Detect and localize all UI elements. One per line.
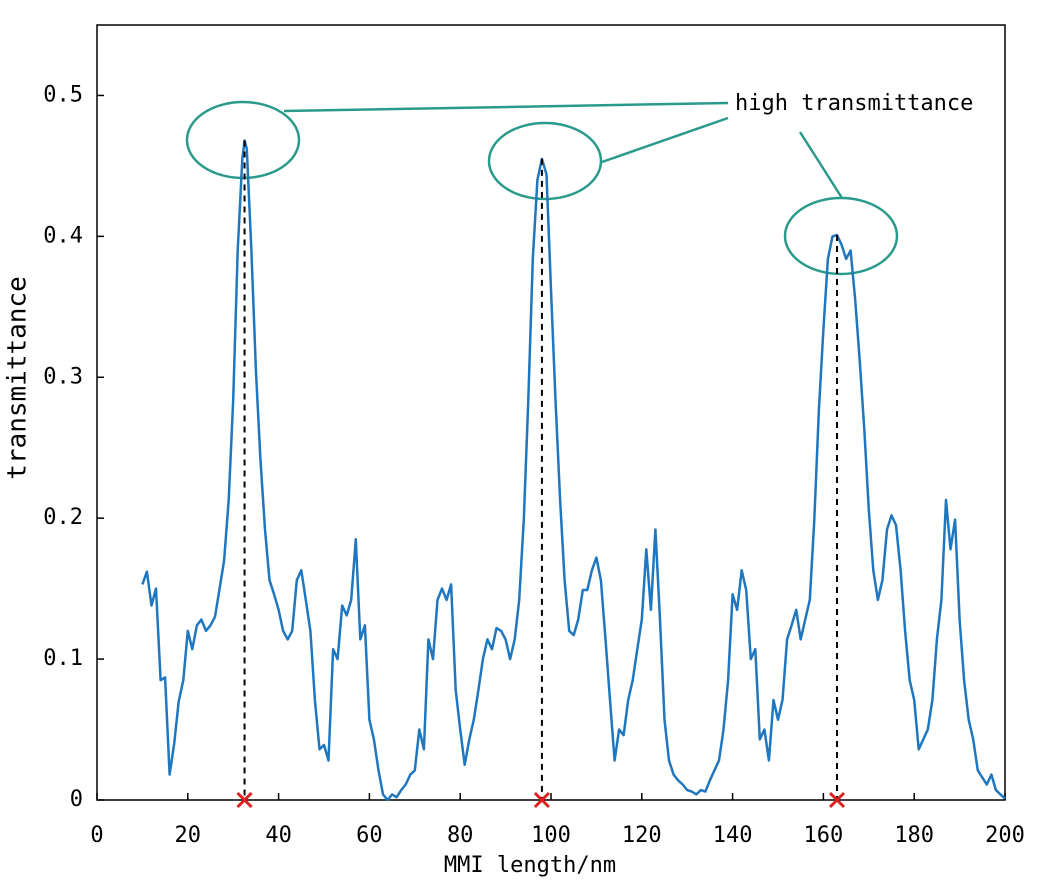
data-line — [141, 139, 1006, 802]
y-tick-label: 0.3 — [43, 364, 83, 389]
x-tick-label: 20 — [175, 823, 202, 848]
peak-marker — [828, 791, 846, 809]
x-tick-label: 200 — [985, 823, 1025, 848]
x-tick-label: 0 — [90, 823, 103, 848]
peak-marker — [533, 791, 550, 809]
y-tick-label: 0.4 — [43, 223, 83, 248]
leader-line — [283, 101, 729, 113]
y-tick-label: 0.5 — [43, 82, 83, 107]
x-axis-label: MMI length/nm — [444, 853, 616, 878]
peak-ellipse — [487, 121, 603, 201]
y-tick-label: 0 — [70, 787, 83, 812]
x-tick-label: 180 — [894, 823, 934, 848]
annotation: high transmittance — [735, 91, 973, 116]
x-tick-label: 60 — [356, 823, 383, 848]
peak-ellipse — [783, 196, 899, 276]
peak-marker — [236, 791, 253, 809]
x-tick-label: 120 — [622, 823, 662, 848]
annotation-shapes — [185, 100, 899, 276]
peak-ellipse — [185, 100, 301, 180]
y-axis-label: transmittance — [3, 276, 33, 480]
x-tick-label: 140 — [713, 823, 753, 848]
y-tick-label: 0.1 — [43, 646, 83, 671]
leader-line — [601, 116, 729, 164]
leader-line — [798, 131, 844, 199]
x-tick-label: 40 — [265, 823, 292, 848]
x-tick-label: 100 — [531, 823, 571, 848]
y-tick-label: 0.2 — [43, 505, 83, 530]
x-tick-label: 160 — [804, 823, 844, 848]
x-tick-label: 80 — [447, 823, 474, 848]
